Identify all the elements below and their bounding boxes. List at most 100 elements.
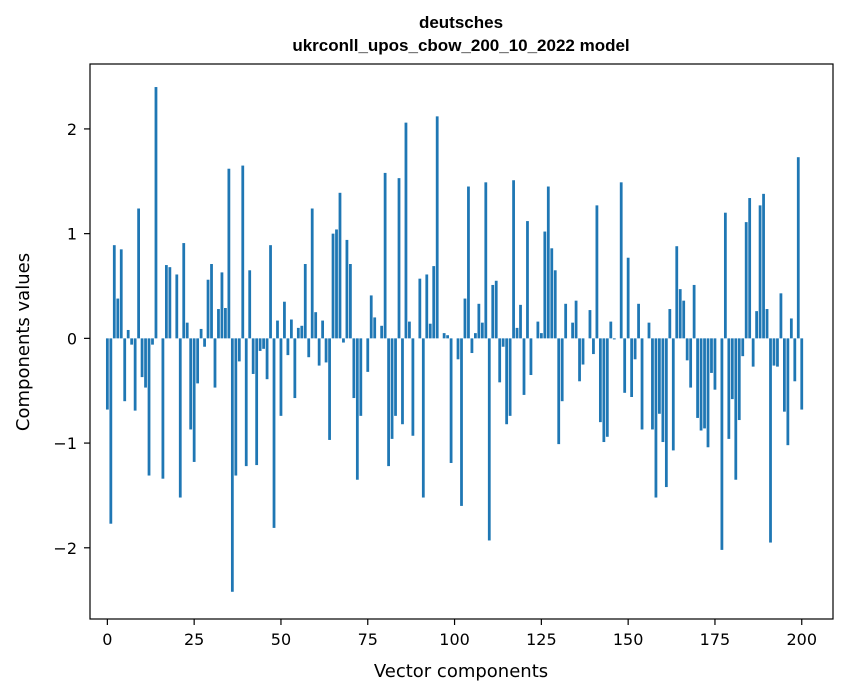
x-axis: 0 25 50 75 100 125 150 175 200 (102, 619, 817, 649)
bar-149 (623, 338, 627, 393)
bar-45 (262, 338, 265, 349)
bar-166 (682, 300, 686, 339)
bar-85 (401, 338, 404, 425)
x-tick-label: 25 (184, 630, 204, 649)
bar-47 (269, 245, 272, 339)
bar-73 (359, 338, 363, 416)
bar-175 (713, 338, 717, 390)
bar-10 (140, 338, 144, 378)
bar-6 (126, 329, 130, 339)
bar-9 (137, 208, 140, 339)
bar-99 (449, 338, 453, 463)
bar-14 (154, 87, 158, 339)
x-tick-label: 125 (526, 630, 557, 649)
bar-43 (255, 338, 259, 466)
bar-182 (737, 338, 741, 421)
bar-92 (425, 274, 429, 339)
y-tick-label: −1 (53, 434, 77, 453)
bar-157 (651, 338, 654, 430)
bar-7 (130, 338, 134, 345)
bar-35 (227, 168, 231, 339)
bar-23 (185, 322, 189, 339)
bar-81 (387, 338, 390, 467)
bar-55 (296, 327, 300, 339)
bar-117 (512, 180, 515, 339)
bar-52 (286, 338, 290, 356)
bar-173 (706, 338, 710, 448)
bar-197 (789, 318, 793, 339)
y-tick-label: −2 (53, 539, 77, 558)
bar-22 (182, 243, 186, 339)
bar-102 (460, 338, 463, 506)
bar-88 (411, 338, 415, 436)
bar-13 (151, 338, 154, 345)
bar-131 (560, 338, 564, 402)
bar-38 (237, 338, 241, 362)
bar-129 (553, 270, 557, 339)
bars-group (105, 87, 804, 592)
bar-179 (727, 338, 731, 439)
bar-160 (661, 338, 665, 443)
bar-39 (241, 165, 245, 339)
y-axis-label: Components values (13, 253, 34, 431)
bar-59 (310, 208, 314, 339)
bar-185 (748, 198, 752, 339)
bar-95 (435, 116, 439, 339)
bar-57 (303, 264, 307, 339)
bar-144 (605, 338, 609, 437)
bar-130 (557, 338, 561, 445)
x-tick-label: 75 (358, 630, 378, 649)
bar-1 (109, 338, 113, 524)
bar-158 (654, 338, 658, 498)
bar-37 (234, 338, 238, 476)
bar-200 (800, 338, 804, 410)
bar-188 (758, 205, 762, 339)
y-axis: −2 −1 0 1 2 (53, 120, 90, 558)
bar-135 (574, 300, 578, 339)
bar-8 (133, 338, 137, 411)
bar-94 (432, 266, 436, 339)
bar-115 (505, 338, 509, 425)
bar-65 (331, 233, 335, 339)
bar-118 (515, 327, 519, 339)
bar-62 (321, 320, 325, 339)
bar-72 (355, 338, 359, 480)
bar-4 (119, 249, 123, 339)
bar-163 (671, 338, 675, 451)
bar-50 (279, 338, 283, 416)
bar-36 (230, 338, 234, 592)
x-tick-label: 150 (613, 630, 644, 649)
bar-193 (776, 338, 779, 367)
bar-87 (408, 321, 411, 339)
y-tick-label: 1 (67, 225, 77, 244)
bar-122 (529, 338, 533, 376)
bar-77 (373, 317, 377, 339)
bar-156 (647, 322, 651, 339)
bar-121 (526, 221, 529, 339)
bar-58 (307, 338, 311, 358)
bar-27 (199, 328, 203, 339)
bar-30 (210, 264, 213, 339)
bar-145 (609, 321, 613, 339)
bar-141 (595, 205, 599, 339)
bar-192 (772, 338, 776, 366)
bar-69 (345, 239, 349, 339)
bar-161 (664, 338, 668, 488)
bar-191 (769, 338, 772, 543)
bar-142 (598, 338, 602, 423)
bar-64 (328, 338, 331, 440)
bar-110 (487, 338, 491, 541)
x-tick-label: 50 (271, 630, 291, 649)
bar-46 (265, 338, 269, 380)
bar-153 (637, 303, 640, 339)
x-tick-label: 175 (700, 630, 731, 649)
bar-186 (751, 338, 755, 367)
bar-111 (491, 284, 495, 339)
bar-120 (522, 338, 526, 395)
bar-106 (474, 333, 477, 339)
bar-165 (678, 289, 682, 339)
x-tick-label: 100 (439, 630, 470, 649)
bar-104 (467, 186, 470, 339)
bar-107 (477, 303, 481, 339)
bar-32 (217, 309, 220, 339)
